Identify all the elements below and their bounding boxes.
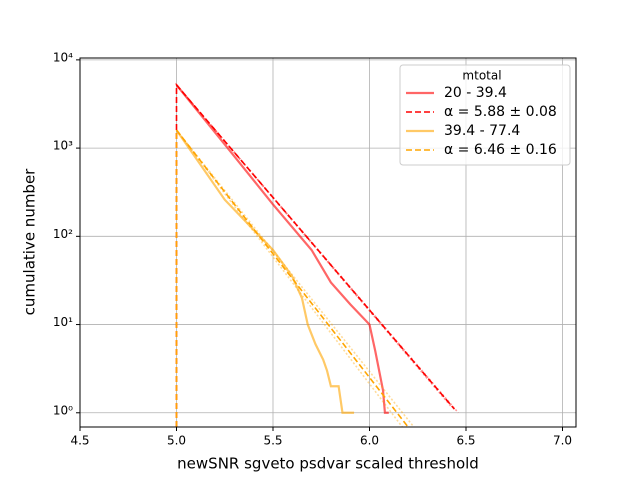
y-tick-label: 10⁴ [53, 50, 73, 64]
plot-area [175, 82, 459, 428]
x-axis-label: newSNR sgveto psdvar scaled threshold [177, 455, 479, 473]
legend-box [399, 64, 571, 166]
legend-label: 20 - 39.4 [444, 85, 507, 101]
y-tick-label: 10⁰ [53, 403, 73, 417]
y-axis-label: cumulative number [21, 168, 39, 316]
legend-label: 39.4 - 77.4 [444, 123, 520, 139]
legend-label: α = 5.88 ± 0.08 [444, 104, 557, 120]
x-tick-label: 5.0 [167, 434, 186, 448]
series-line [175, 129, 415, 428]
series-line [175, 129, 355, 414]
x-tick-label: 6.5 [456, 434, 475, 448]
y-tick-label: 10¹ [53, 315, 73, 329]
x-tick-label: 5.5 [263, 434, 282, 448]
legend-title: mtotal [462, 69, 501, 83]
grid: 4.5 5.0 5.5 6.0 6.5 7.0 10⁰ 10¹ 10² 10³ 10⁴ [53, 50, 576, 448]
axes-frame [79, 57, 577, 428]
x-tick-label: 4.5 [70, 434, 89, 448]
x-tick-label: 7.0 [553, 434, 572, 448]
series-line [175, 84, 459, 414]
x-tick-label: 6.0 [360, 434, 379, 448]
legend-label: α = 6.46 ± 0.16 [444, 142, 557, 158]
y-tick-label: 10² [53, 227, 73, 241]
y-tick-label: 10³ [53, 139, 73, 153]
legend: mtotal 20 - 39.4 α = 5.88 ± 0.08 39.4 - 77.… [399, 64, 571, 166]
series-line [175, 84, 389, 414]
series-line [175, 82, 456, 427]
